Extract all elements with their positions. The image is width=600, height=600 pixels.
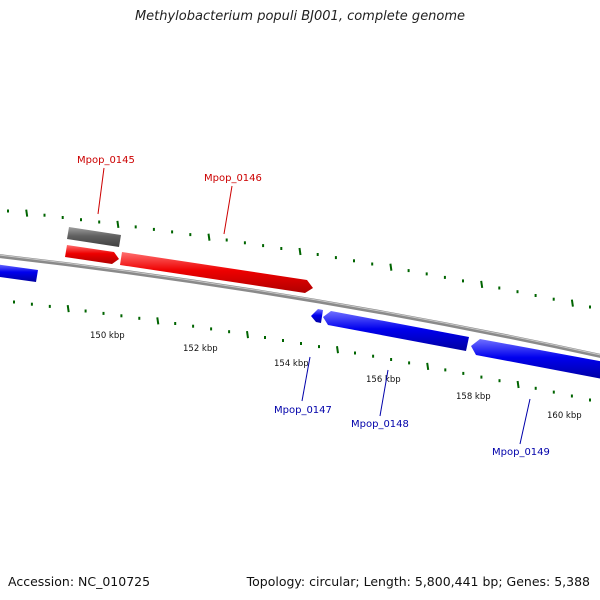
gene-label-mpop-0147[interactable]: Mpop_0147 xyxy=(274,405,332,416)
upper-major-tick xyxy=(480,280,484,289)
gene-other-feature xyxy=(67,227,121,247)
gene-mpop-0147 xyxy=(311,309,323,323)
map-title: Methylobacterium populi BJ001, complete … xyxy=(134,9,466,24)
lower-tick-track xyxy=(13,300,591,402)
scale-label-158: 158 kbp xyxy=(456,392,491,402)
upper-major-tick xyxy=(389,263,393,271)
lower-major-tick xyxy=(516,380,520,389)
lower-major-tick xyxy=(156,317,160,325)
gene-label-mpop-0145[interactable]: Mpop_0145 xyxy=(77,155,135,166)
gene-label-mpop-0146[interactable]: Mpop_0146 xyxy=(204,173,262,184)
scale-label-154: 154 kbp xyxy=(274,359,309,369)
gene-reverse-partial xyxy=(0,264,38,282)
leader-line-mpop-0147 xyxy=(301,356,311,402)
gene-mpop-0149 xyxy=(471,339,600,379)
scale-label-152: 152 kbp xyxy=(183,344,218,354)
gene-mpop-0145 xyxy=(65,245,119,264)
scale-label-150: 150 kbp xyxy=(90,331,125,341)
lower-major-tick xyxy=(336,346,339,354)
scale-labels: 150 kbp 152 kbp 154 kbp 156 kbp 158 kbp … xyxy=(90,331,582,421)
gene-labels: Mpop_0145 Mpop_0146 Mpop_0147 Mpop_0148 … xyxy=(77,155,550,458)
leader-line-mpop-0149 xyxy=(519,398,531,445)
upper-major-tick xyxy=(207,233,211,241)
gene-mpop-0146 xyxy=(120,252,313,293)
upper-major-tick xyxy=(116,220,120,229)
gene-features xyxy=(0,227,600,379)
upper-major-tick xyxy=(298,247,302,256)
lower-major-tick xyxy=(246,330,249,339)
leader-line-mpop-0146 xyxy=(223,185,233,235)
gene-label-mpop-0148[interactable]: Mpop_0148 xyxy=(351,419,409,430)
genome-summary-text: Topology: circular; Length: 5,800,441 bp… xyxy=(246,574,590,589)
lower-major-tick xyxy=(66,304,70,313)
lower-major-tick xyxy=(426,362,430,371)
genome-backbone xyxy=(0,254,600,358)
upper-major-tick xyxy=(570,299,574,307)
upper-tick-track xyxy=(7,209,591,309)
gene-mpop-0148 xyxy=(323,311,469,351)
accession-text: Accession: NC_010725 xyxy=(8,574,151,589)
leader-line-mpop-0148 xyxy=(379,369,389,417)
scale-label-156: 156 kbp xyxy=(366,375,401,385)
scale-label-160: 160 kbp xyxy=(547,411,582,421)
leader-line-mpop-0145 xyxy=(97,167,105,215)
upper-major-tick xyxy=(25,209,29,217)
gene-label-mpop-0149[interactable]: Mpop_0149 xyxy=(492,447,550,458)
